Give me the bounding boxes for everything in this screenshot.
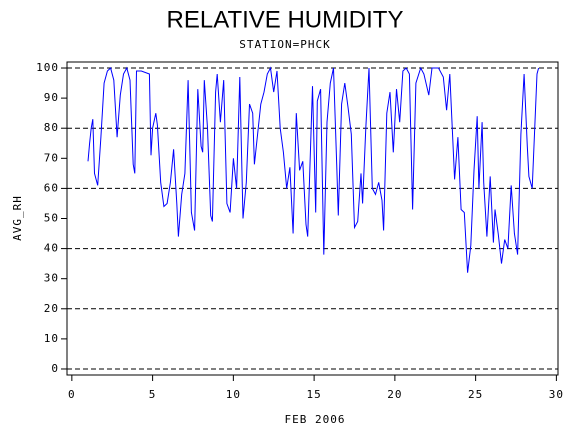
x-tick-label: 10 — [226, 388, 241, 401]
x-tick-label: 30 — [549, 388, 564, 401]
y-tick-label: 30 — [44, 272, 59, 285]
y-tick-label: 70 — [44, 151, 59, 164]
y-tick-label: 80 — [44, 121, 59, 134]
x-tick-label: 20 — [387, 388, 402, 401]
y-tick-label: 50 — [44, 212, 59, 225]
y-tick-label: 100 — [36, 61, 59, 74]
y-tick-label: 10 — [44, 332, 59, 345]
y-tick-label: 20 — [44, 302, 59, 315]
y-axis-label: AVG_RH — [11, 195, 24, 241]
chart-subtitle: STATION=PHCK — [239, 38, 330, 51]
plot-frame — [66, 61, 559, 376]
x-tick-label: 15 — [306, 388, 321, 401]
data-line — [87, 66, 540, 273]
y-tick-label: 90 — [44, 91, 59, 104]
x-tick-label: 5 — [149, 388, 157, 401]
y-tick-label: 40 — [44, 242, 59, 255]
x-tick-label: 0 — [68, 388, 76, 401]
y-tick-label: 60 — [44, 181, 59, 194]
y-tick-label: 0 — [51, 362, 59, 375]
x-axis-label: FEB 2006 — [285, 413, 346, 426]
chart-title: RELATIVE HUMIDITY — [167, 6, 404, 33]
x-tick-label: 25 — [468, 388, 483, 401]
